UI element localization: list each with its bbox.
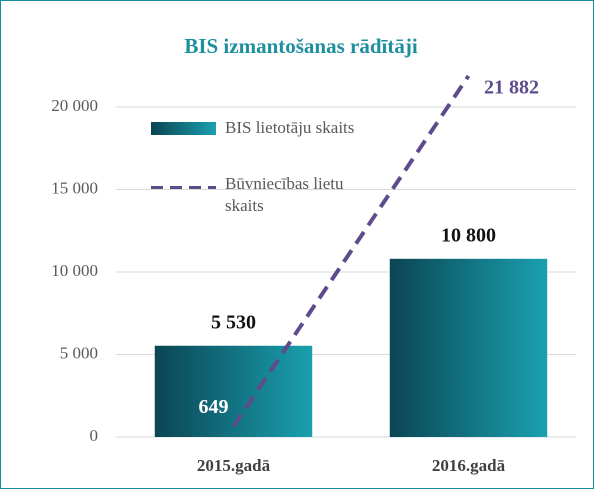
x-tick-label: 2015.gadā — [197, 456, 271, 475]
chart-title: BIS izmantošanas rādītāji — [184, 34, 418, 58]
line — [231, 74, 471, 428]
data-label: 10 800 — [441, 224, 496, 246]
legend-swatch — [151, 122, 216, 135]
bar — [154, 345, 313, 437]
y-tick-label: 15 000 — [51, 178, 98, 197]
data-label: 649 — [199, 396, 229, 418]
y-tick-label: 5 000 — [60, 343, 98, 362]
data-label: 5 530 — [211, 311, 256, 333]
legend-label: BIS lietotāju skaits — [225, 118, 355, 137]
y-tick-label: 10 000 — [51, 261, 98, 280]
legend-label: Būvniecības lietu skaits — [225, 174, 344, 215]
x-tick-label: 2016.gadā — [432, 456, 506, 475]
y-tick-label: 20 000 — [51, 96, 98, 115]
data-label: 21 882 — [484, 77, 539, 99]
bar — [389, 258, 548, 437]
y-tick-label: 0 — [90, 426, 99, 445]
